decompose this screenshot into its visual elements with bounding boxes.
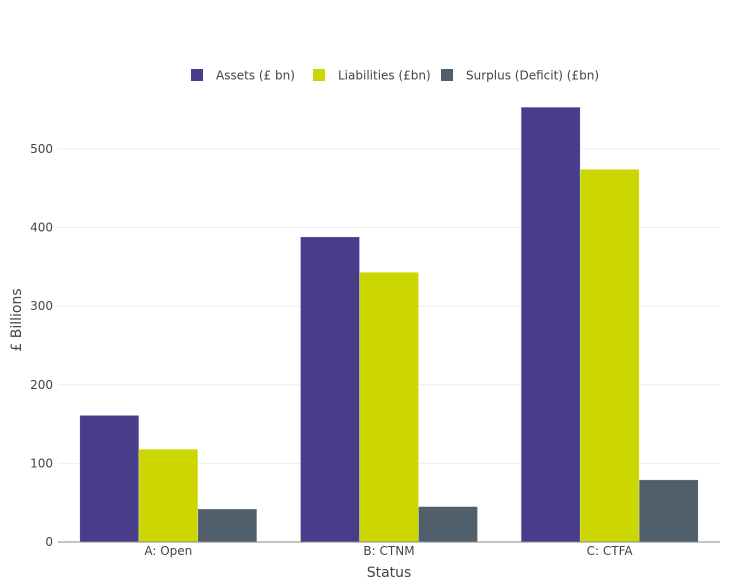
y-tick-label: 200 bbox=[30, 378, 53, 392]
legend-item[interactable]: Surplus (Deficit) (£bn) bbox=[441, 69, 599, 83]
bar-1-3[interactable] bbox=[520, 106, 581, 543]
bar-1-2[interactable] bbox=[300, 236, 360, 543]
legend-swatch bbox=[441, 69, 453, 81]
legend-item[interactable]: Assets (£ bn) bbox=[191, 69, 295, 83]
bar-2-2[interactable] bbox=[359, 272, 419, 543]
x-axis-title: Status bbox=[367, 565, 412, 580]
y-tick-label: 300 bbox=[30, 299, 53, 313]
bar-3-2[interactable] bbox=[418, 506, 478, 543]
x-tick-label: A: Open bbox=[144, 544, 192, 558]
bar-1-1[interactable] bbox=[79, 415, 140, 543]
legend-label: Liabilities (£bn) bbox=[338, 69, 431, 83]
legend-swatch bbox=[191, 69, 203, 81]
y-tick-label: 0 bbox=[45, 535, 53, 549]
legend-swatch bbox=[313, 69, 325, 81]
legend-label: Assets (£ bn) bbox=[216, 69, 295, 83]
legend-item[interactable]: Liabilities (£bn) bbox=[313, 69, 431, 83]
y-axis-title: £ Billions bbox=[9, 288, 25, 351]
bar-2-1[interactable] bbox=[138, 448, 199, 543]
bar-3-3[interactable] bbox=[638, 479, 699, 543]
bars bbox=[79, 106, 699, 543]
bar-3-1[interactable] bbox=[197, 508, 258, 543]
y-tick-label: 400 bbox=[30, 221, 53, 235]
x-tick-label: C: CTFA bbox=[587, 544, 634, 558]
y-tick-label: 100 bbox=[30, 456, 53, 470]
y-tick-label: 500 bbox=[30, 142, 53, 156]
legend-label: Surplus (Deficit) (£bn) bbox=[466, 69, 599, 83]
legend: Assets (£ bn) Liabilities (£bn) Surplus (D… bbox=[191, 69, 599, 83]
x-tick-label: B: CTNM bbox=[363, 544, 414, 558]
bar-2-3[interactable] bbox=[579, 169, 640, 543]
x-axis-ticks: A: Open B: CTNM C: CTFA bbox=[144, 544, 633, 558]
y-axis-ticks: 0 100 200 300 400 500 bbox=[30, 142, 53, 549]
